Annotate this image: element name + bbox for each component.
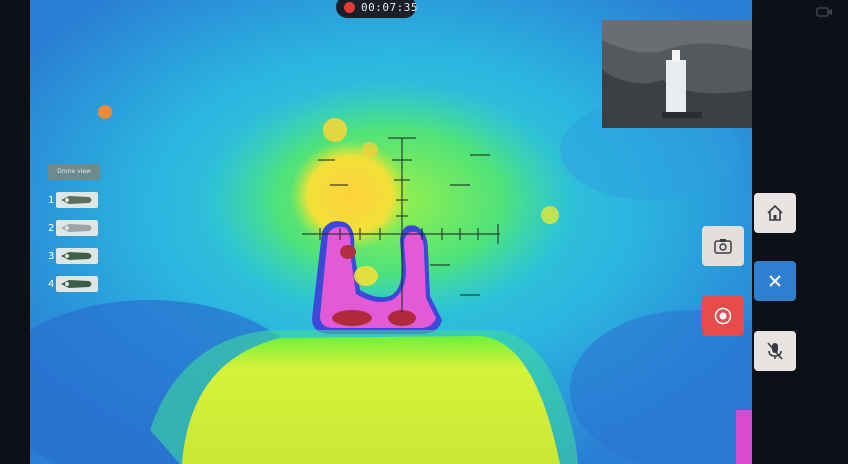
preview-image [602, 20, 752, 128]
drone-icon [56, 220, 98, 236]
home-icon [767, 204, 783, 221]
thermal-camera-view: Drone view 1 2 3 4 [30, 0, 752, 464]
drone-list-panel: Drone view 1 2 3 4 [48, 164, 100, 302]
mic-muted-icon [767, 342, 783, 360]
drone-number: 3 [48, 250, 55, 262]
drone-number: 1 [48, 194, 55, 206]
drone-icon [56, 248, 98, 264]
camera-switch-icon [714, 239, 732, 254]
drone-item-1[interactable]: 1 [48, 190, 100, 210]
camera-switch-button[interactable] [702, 226, 744, 266]
mic-mute-button[interactable] [754, 331, 796, 371]
home-button[interactable] [754, 193, 796, 233]
close-icon [769, 275, 781, 287]
record-icon [714, 307, 732, 325]
recording-timer: 00:07:35 [361, 0, 418, 14]
recording-dot-icon [344, 1, 355, 13]
drone-icon [56, 192, 98, 208]
drone-item-2[interactable]: 2 [48, 218, 100, 238]
drone-item-4[interactable]: 4 [48, 274, 100, 294]
drone-panel-header: Drone view [48, 164, 100, 180]
drone-icon [56, 276, 98, 292]
video-preview[interactable] [602, 20, 752, 128]
close-button[interactable] [754, 261, 796, 301]
record-button[interactable] [702, 296, 744, 336]
drone-number: 2 [48, 222, 55, 234]
recording-indicator: 00:07:35 [336, 0, 418, 18]
targeting-reticle [302, 137, 500, 312]
drone-item-3[interactable]: 3 [48, 246, 100, 266]
drone-number: 4 [48, 278, 55, 290]
camera-status-icon[interactable] [816, 4, 834, 23]
